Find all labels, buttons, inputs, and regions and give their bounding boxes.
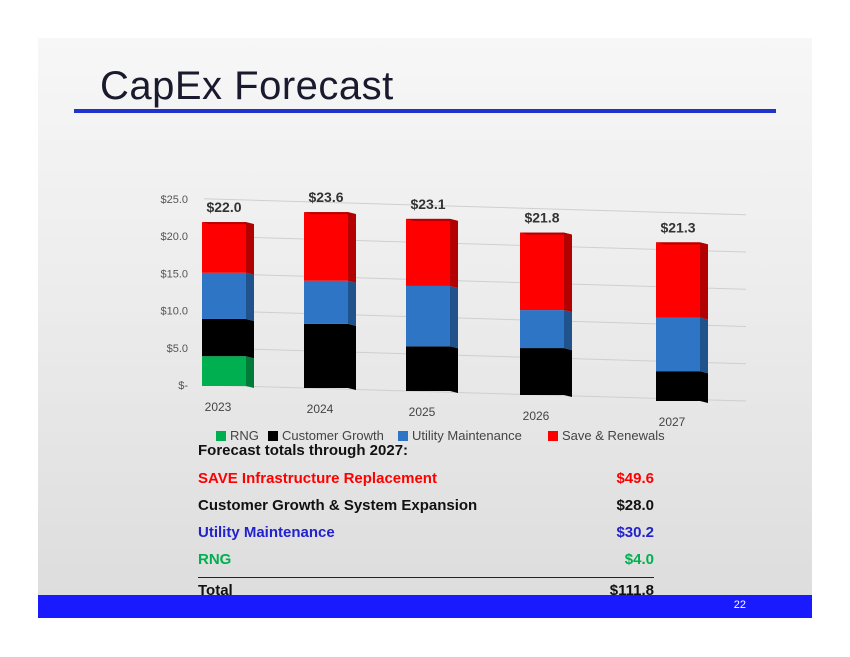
bar-top-face [520, 232, 572, 235]
gridline [203, 198, 747, 216]
bar-top-face [202, 222, 254, 225]
bar-segment-side [700, 317, 708, 374]
total-value: $111.8 [609, 582, 654, 599]
gridline [203, 347, 747, 365]
totals-row-total: Total $111.8 [198, 577, 654, 605]
bar-segment-side [450, 285, 458, 349]
bar-segment [304, 212, 348, 281]
x-tick-label: 2024 [307, 402, 334, 416]
title-underline [74, 109, 776, 113]
data-label: $21.3 [660, 219, 695, 235]
bar-segment [202, 356, 246, 386]
totals-row-utility-maintenance: Utility Maintenance $30.2 [198, 520, 654, 547]
legend-swatch [548, 431, 558, 441]
bar-top-face [406, 218, 458, 221]
x-tick-label: 2027 [659, 415, 686, 429]
totals-row-value: $30.2 [616, 524, 654, 541]
bar-segment-side [700, 371, 708, 403]
y-tick-label: $- [178, 380, 188, 392]
data-label: $23.1 [410, 196, 445, 212]
bar-segment [520, 348, 564, 395]
bar-segment [406, 218, 450, 286]
legend-label: Utility Maintenance [412, 428, 522, 443]
legend-swatch [216, 431, 226, 441]
data-label: $22.0 [206, 199, 241, 215]
x-tick-label: 2025 [409, 405, 436, 419]
bar-segment [304, 280, 348, 324]
totals-row-label: Customer Growth & System Expansion [198, 497, 478, 514]
bar-segment-side [450, 346, 458, 393]
bar-segment-side [564, 232, 572, 313]
page-number: 22 [733, 599, 746, 611]
bar-segment-side [348, 212, 356, 283]
gridline [203, 235, 747, 253]
bar-segment [202, 272, 246, 319]
bar-segment-side [700, 242, 708, 320]
gridline [203, 310, 747, 327]
totals-row-label: SAVE Infrastructure Replacement [198, 470, 437, 487]
bar-top-face [304, 212, 356, 215]
total-label: Total [198, 582, 233, 599]
bar-segment-side [564, 348, 572, 397]
bar-segment [656, 242, 700, 318]
y-tick-label: $25.0 [160, 194, 188, 206]
totals-row-value: $4.0 [624, 551, 654, 568]
slide-title: CapEx Forecast [100, 64, 394, 108]
totals-row-label: RNG [198, 551, 232, 568]
x-tick-label: 2023 [205, 400, 232, 414]
bar-segment-side [348, 323, 356, 390]
slide: CapEx Forecast $- $5.0 $10.0 $15.0 $20.0 $25.… [38, 38, 812, 618]
data-label: $23.6 [308, 189, 343, 205]
legend-label: RNG [230, 428, 259, 443]
bar-segment-side [246, 272, 254, 321]
data-label: $21.8 [524, 210, 559, 226]
bar-segment [406, 346, 450, 391]
bar-segment [520, 232, 564, 311]
footer-bar: 22 [38, 595, 812, 618]
x-tick-label: 2026 [523, 409, 550, 423]
gridline [203, 272, 747, 290]
forecast-totals-table: Forecast totals through 2027: SAVE Infra… [198, 440, 654, 605]
bar-segment [656, 317, 700, 372]
bar-segment [406, 285, 450, 347]
y-tick-label: $10.0 [160, 306, 188, 318]
bar-segment-side [348, 280, 356, 326]
bar-segment-side [450, 218, 458, 288]
y-tick-label: $20.0 [160, 231, 188, 243]
y-tick-label: $15.0 [160, 268, 188, 280]
gridline [203, 384, 747, 402]
totals-row-save: SAVE Infrastructure Replacement $49.6 [198, 466, 654, 493]
bar-segment [656, 371, 700, 401]
y-tick-label: $5.0 [167, 343, 188, 355]
legend-swatch [268, 431, 278, 441]
bar-segment [202, 318, 246, 357]
bar-segment [202, 222, 246, 273]
bar-segment-side [246, 356, 254, 388]
legend-label: Customer Growth [282, 428, 384, 443]
capex-stacked-bar-chart: $- $5.0 $10.0 $15.0 $20.0 $25.0 $22.0 2023 $23.6… [160, 189, 747, 443]
totals-heading: Forecast totals through 2027: [198, 442, 409, 459]
bar-segment [520, 310, 564, 349]
totals-row-label: Utility Maintenance [198, 524, 335, 541]
bar-segment-side [564, 310, 572, 351]
bar-segment-side [246, 222, 254, 275]
bar-segment-side [246, 318, 254, 359]
bar-segment [304, 323, 348, 388]
totals-row-rng: RNG $4.0 [198, 547, 654, 574]
totals-row-customer-growth: Customer Growth & System Expansion $28.0 [198, 493, 654, 520]
totals-row-value: $28.0 [616, 497, 654, 514]
bar-top-face [656, 242, 708, 245]
legend-swatch [398, 431, 408, 441]
legend-label: Save & Renewals [562, 428, 665, 443]
totals-row-value: $49.6 [616, 470, 654, 487]
